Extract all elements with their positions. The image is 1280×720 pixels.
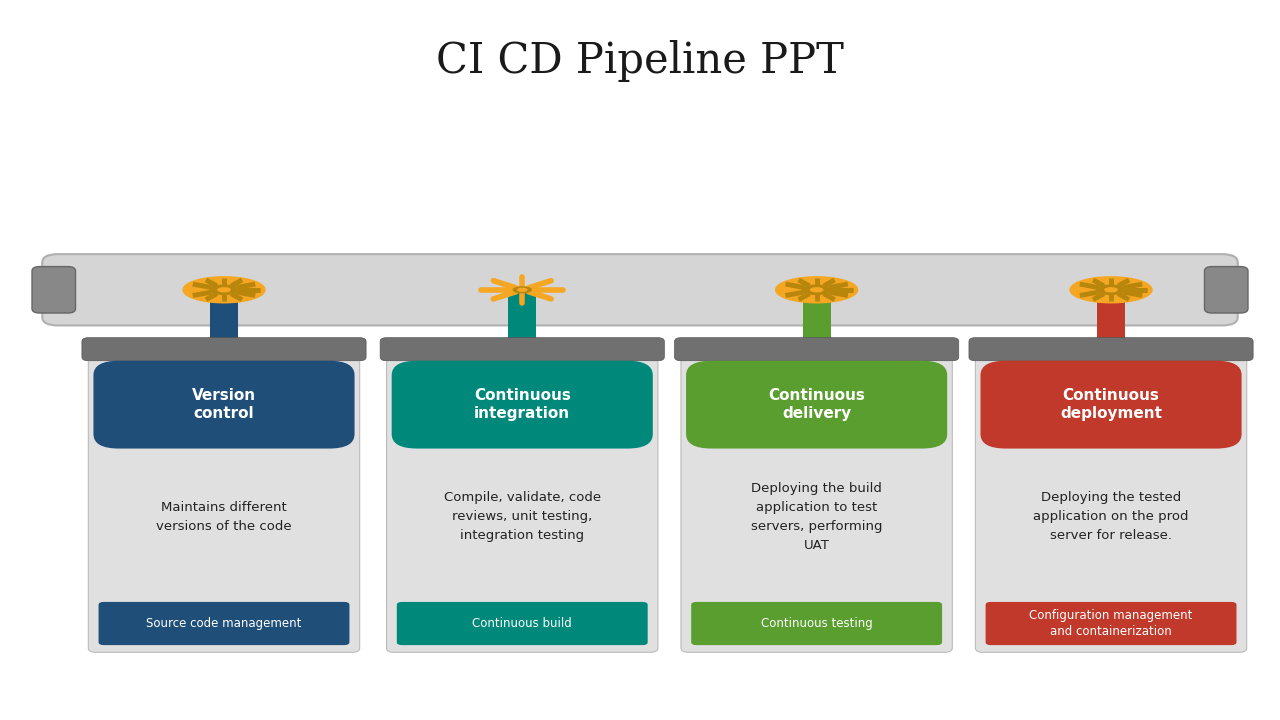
Polygon shape (1097, 285, 1125, 294)
Polygon shape (183, 277, 265, 302)
FancyBboxPatch shape (42, 254, 1238, 325)
FancyBboxPatch shape (686, 361, 947, 449)
Text: Maintains different
versions of the code: Maintains different versions of the code (156, 501, 292, 533)
Text: Deploying the tested
application on the prod
server for release.: Deploying the tested application on the … (1033, 492, 1189, 542)
FancyBboxPatch shape (82, 338, 366, 361)
Bar (508, 289, 536, 341)
Text: Version
control: Version control (192, 388, 256, 421)
FancyBboxPatch shape (691, 602, 942, 645)
Polygon shape (1070, 277, 1152, 302)
FancyBboxPatch shape (975, 345, 1247, 652)
FancyBboxPatch shape (397, 602, 648, 645)
FancyBboxPatch shape (980, 361, 1242, 449)
Polygon shape (803, 285, 831, 294)
FancyBboxPatch shape (392, 361, 653, 449)
Text: Continuous
deployment: Continuous deployment (1060, 388, 1162, 421)
Text: Deploying the build
application to test
servers, performing
UAT: Deploying the build application to test … (751, 482, 882, 552)
FancyBboxPatch shape (675, 338, 959, 361)
Bar (803, 289, 831, 341)
FancyBboxPatch shape (969, 338, 1253, 361)
Text: Continuous
integration: Continuous integration (474, 388, 571, 421)
Text: Continuous testing: Continuous testing (760, 617, 873, 630)
FancyBboxPatch shape (99, 602, 349, 645)
Polygon shape (513, 287, 531, 292)
Polygon shape (810, 288, 823, 292)
Polygon shape (210, 285, 238, 294)
Text: Continuous
delivery: Continuous delivery (768, 388, 865, 421)
Polygon shape (1105, 288, 1117, 292)
Polygon shape (218, 288, 230, 292)
Text: Source code management: Source code management (146, 617, 302, 630)
Polygon shape (517, 289, 527, 291)
FancyBboxPatch shape (681, 345, 952, 652)
Bar (210, 289, 238, 341)
FancyBboxPatch shape (380, 338, 664, 361)
FancyBboxPatch shape (1204, 266, 1248, 313)
Polygon shape (776, 277, 858, 302)
FancyBboxPatch shape (387, 345, 658, 652)
FancyBboxPatch shape (93, 361, 355, 449)
Text: CI CD Pipeline PPT: CI CD Pipeline PPT (436, 40, 844, 82)
FancyBboxPatch shape (88, 345, 360, 652)
FancyBboxPatch shape (32, 266, 76, 313)
FancyBboxPatch shape (986, 602, 1236, 645)
Text: Configuration management
and containerization: Configuration management and containeriz… (1029, 609, 1193, 638)
Text: Continuous build: Continuous build (472, 617, 572, 630)
Bar (1097, 289, 1125, 341)
Text: Compile, validate, code
reviews, unit testing,
integration testing: Compile, validate, code reviews, unit te… (444, 492, 600, 542)
